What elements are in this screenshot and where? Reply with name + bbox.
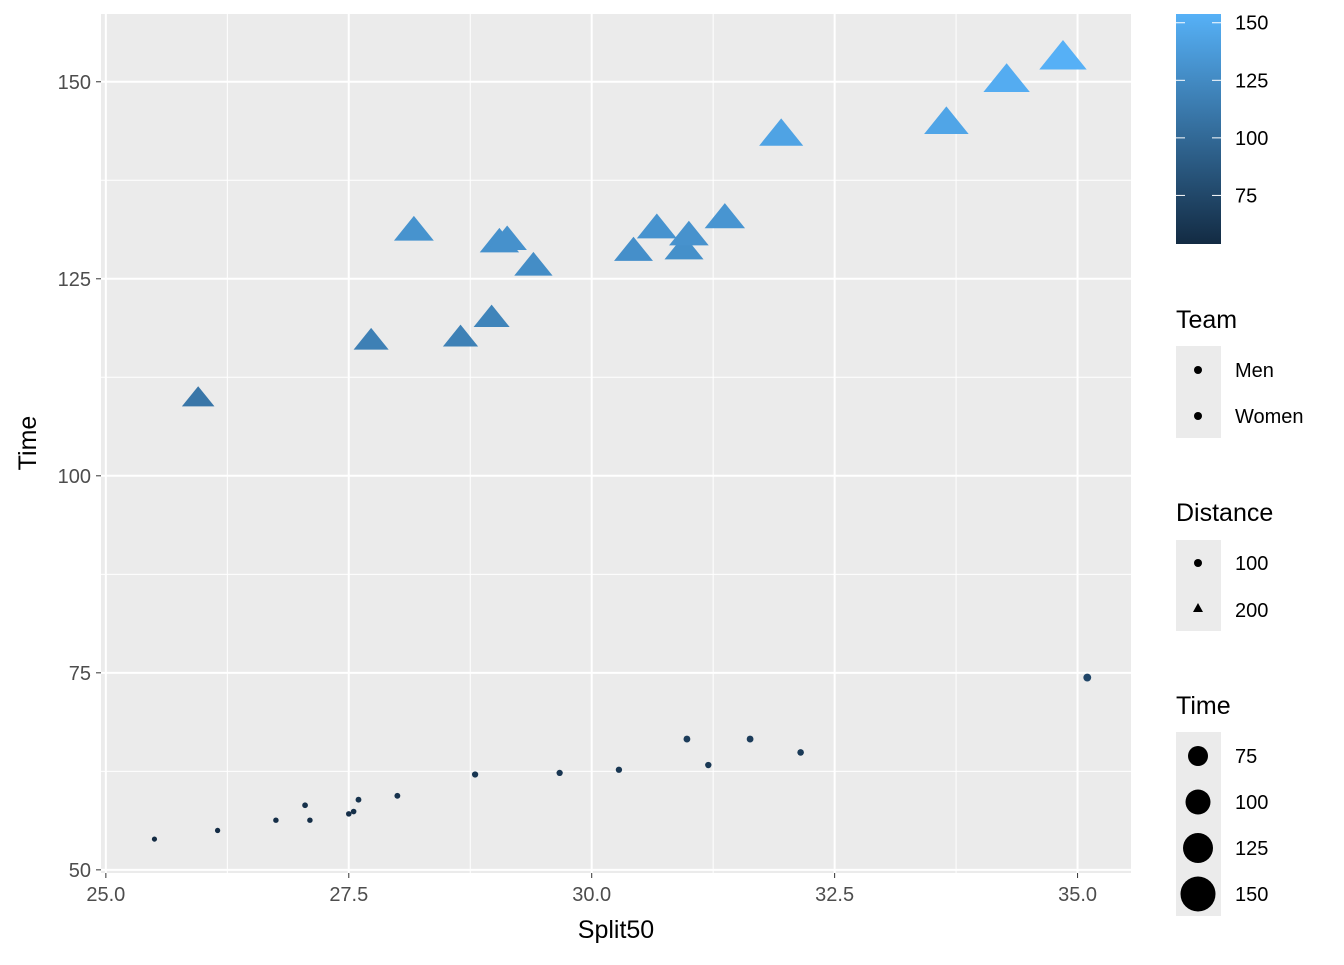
distance-legend-key-100: [1194, 559, 1202, 567]
time-legend-key: [1180, 876, 1216, 912]
distance-legend-label-100: 100: [1235, 553, 1268, 575]
data-point-triangle: [924, 106, 969, 135]
data-point-triangle: [393, 215, 434, 241]
colorbar-tick-label: 150: [1235, 13, 1268, 35]
y-tick-label: 125: [58, 269, 91, 291]
time-legend-title: Time: [1176, 692, 1231, 720]
data-point-triangle: [759, 118, 804, 146]
data-point-triangle: [613, 236, 653, 261]
x-tick-label: 30.0: [572, 884, 611, 906]
distance-legend-key-bg: [1176, 540, 1221, 631]
colorbar-tick-label: 75: [1235, 185, 1257, 207]
time-legend-label: 75: [1235, 746, 1257, 768]
y-tick-label: 100: [58, 466, 91, 488]
x-tick-label: 25.0: [86, 884, 125, 906]
grid-lines: [101, 14, 1131, 873]
colorbar-tick-label: 125: [1235, 70, 1268, 92]
data-point-circle: [273, 817, 279, 823]
data-point-triangle: [669, 220, 709, 246]
y-tick-label: 50: [69, 860, 91, 882]
distance-legend-label-200: 200: [1235, 600, 1268, 622]
data-point-circle: [1083, 673, 1092, 682]
data-point-triangle: [181, 386, 215, 407]
time-legend-label: 150: [1235, 884, 1268, 906]
time-legend-label: 100: [1235, 792, 1268, 814]
data-point-circle: [350, 808, 357, 815]
data-point-circle: [615, 766, 623, 773]
time-legend-key: [1183, 833, 1213, 863]
colorbar-ticks: 75 100 125 150: [1176, 13, 1268, 207]
team-legend-key-women: [1194, 412, 1202, 420]
axes: 25.0 27.5 30.0 32.5 35.0 50 75 100 125 150: [58, 72, 1097, 906]
data-point-circle: [307, 817, 313, 823]
x-tick-label: 35.0: [1058, 884, 1097, 906]
data-point-triangle: [473, 304, 510, 328]
data-point-triangle: [353, 327, 389, 350]
data-point-triangle: [487, 225, 527, 250]
data-point-triangle: [442, 324, 479, 347]
team-legend-title: Team: [1176, 306, 1237, 334]
panel-background: [101, 14, 1131, 873]
colorbar: [1176, 14, 1221, 244]
team-legend-label-women: Women: [1235, 406, 1304, 428]
distance-legend-key-200: [1193, 603, 1203, 612]
time-legend-keys: 75 100 125 150: [1180, 746, 1268, 912]
data-point-circle: [302, 802, 308, 809]
data-point-circle: [556, 769, 563, 777]
data-point-circle: [746, 735, 754, 743]
y-tick-label: 75: [69, 663, 91, 685]
data-point-circle: [471, 771, 479, 778]
data-point-circle: [683, 735, 691, 743]
x-axis-title: Split50: [578, 916, 654, 944]
data-point-triangle: [514, 251, 553, 276]
data-point-circle: [394, 792, 401, 799]
data-point-triangle: [664, 235, 704, 260]
data-point-triangle: [704, 203, 746, 229]
team-legend-label-men: Men: [1235, 360, 1274, 382]
data-point-circle: [705, 761, 712, 769]
data-point-circle: [151, 836, 158, 842]
team-legend-key-bg: [1176, 346, 1221, 438]
distance-legend-title: Distance: [1176, 499, 1273, 527]
data-point-circle: [355, 796, 362, 803]
data-point-circle: [797, 749, 804, 756]
data-point-circle: [345, 811, 352, 817]
time-legend-key: [1185, 789, 1211, 815]
data-point-triangle: [1039, 40, 1087, 70]
time-legend-label: 125: [1235, 838, 1268, 860]
colorbar-tick-label: 100: [1235, 128, 1268, 150]
data-points: [151, 40, 1092, 842]
x-tick-label: 32.5: [815, 884, 854, 906]
y-tick-label: 150: [58, 72, 91, 94]
team-legend-key-men: [1194, 366, 1202, 374]
data-point-circle: [214, 827, 221, 834]
time-legend-key: [1188, 746, 1208, 766]
data-point-triangle: [636, 213, 677, 239]
y-axis-title: Time: [14, 416, 42, 471]
x-tick-label: 27.5: [329, 884, 368, 906]
data-point-triangle: [983, 63, 1030, 93]
